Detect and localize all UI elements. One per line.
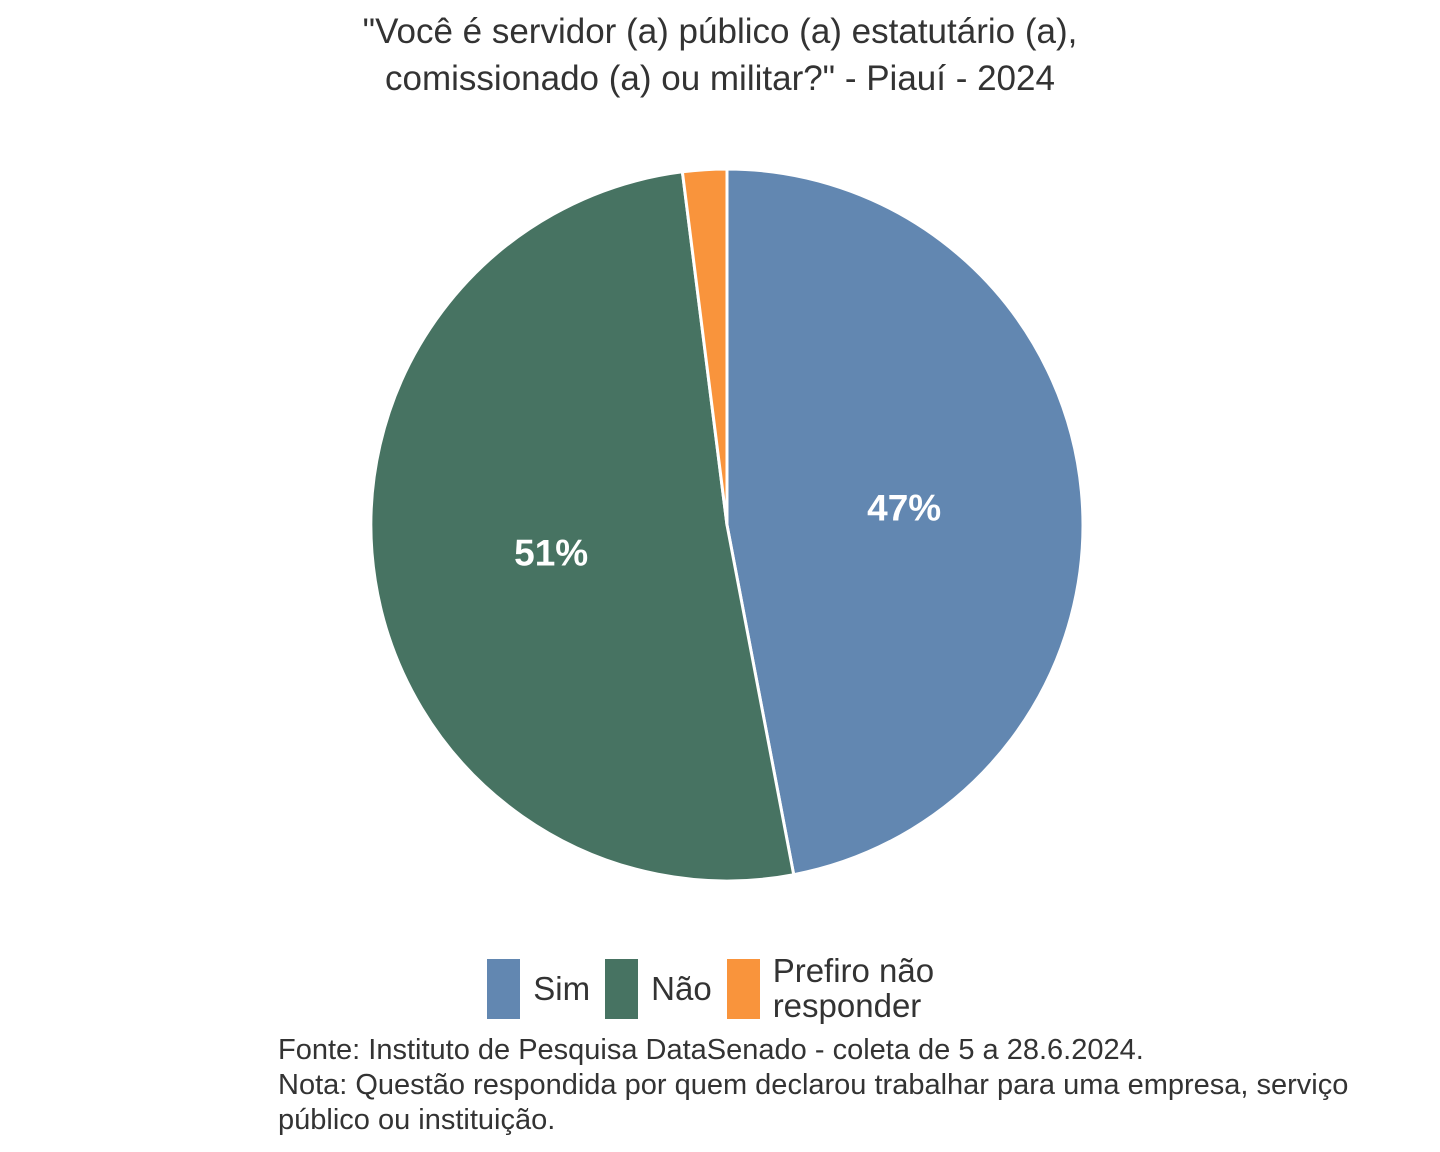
legend-label-prefiro-nao-responder: Prefiro não responder [772,952,935,1024]
chart-title: "Você é servidor (a) público (a) estatut… [0,8,1440,102]
legend-label-nao: Não [651,969,712,1007]
slice-label-nao: 51% [514,532,588,573]
footer-nota: Nota: Questão respondida por quem declar… [278,1069,1349,1136]
pie-chart: 47% 51% [367,165,1087,885]
legend-label-sim: Sim [533,969,591,1007]
source-note: Fonte: Instituto de Pesquisa DataSenado … [278,1033,1440,1138]
footer-fonte: Fonte: Instituto de Pesquisa DataSenado … [278,1034,1144,1066]
chart-title-line2: comissionado (a) ou militar?" - Piauí - … [385,59,1055,98]
legend-item-prefiro-nao-responder: Prefiro não responder [726,952,953,1024]
legend-item-sim: Sim [487,959,590,1019]
legend-item-nao: Não [605,959,712,1019]
pie-slice-prefiro-nao-responder [680,167,729,527]
slice-label-sim: 47% [867,488,941,529]
legend-swatch-sim [487,959,521,1019]
legend-swatch-prefiro-nao-responder [726,959,760,1019]
pie-svg: 47% 51% [369,167,1085,883]
legend: Sim Não Prefiro não responder [0,952,1440,1024]
pie-slice-sim [725,167,1085,877]
legend-swatch-nao [605,959,639,1019]
pie-slice-nao [369,170,796,883]
chart-title-line1: "Você é servidor (a) público (a) estatut… [362,12,1078,51]
